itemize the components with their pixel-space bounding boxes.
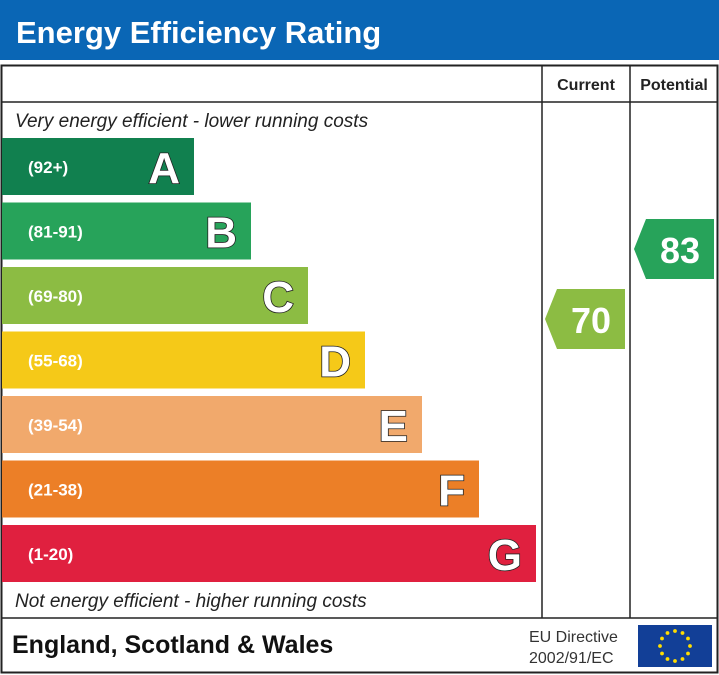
column-header-potential: Potential <box>640 77 708 94</box>
band-range: (21-38) <box>28 481 83 500</box>
band-bar-b <box>2 202 251 260</box>
band-range: (81-91) <box>28 223 83 242</box>
bottom-note: Not energy efficient - higher running co… <box>15 591 367 612</box>
star-icon <box>665 657 670 661</box>
star-icon <box>665 631 670 635</box>
band-bar-a <box>2 138 194 195</box>
band-bar-e <box>2 396 422 453</box>
band-letter: C <box>262 273 294 322</box>
eu-flag-icon <box>638 625 712 667</box>
region-label: England, Scotland & Wales <box>12 631 333 659</box>
band-letter: G <box>488 531 522 580</box>
potential-rating-value: 83 <box>660 230 700 271</box>
band-range: (55-68) <box>28 352 83 371</box>
frame <box>0 64 719 674</box>
band-range: (69-80) <box>28 287 83 306</box>
band-letter: B <box>205 209 237 258</box>
band-range: (92+) <box>28 158 68 177</box>
potential-rating-arrow <box>634 219 714 279</box>
band-bar-g <box>2 525 536 582</box>
band-letter: D <box>319 338 351 387</box>
star-icon <box>680 631 685 635</box>
star-icon <box>686 636 690 641</box>
star-icon <box>688 644 692 648</box>
band-letter: F <box>438 467 465 516</box>
eu-directive-line1: EU Directive <box>529 629 618 646</box>
star-icon <box>658 644 662 648</box>
band-letter: E <box>379 402 408 451</box>
band-range: (39-54) <box>28 416 83 435</box>
column-header-current: Current <box>557 77 615 94</box>
star-icon <box>660 636 664 641</box>
star-icon <box>686 651 690 656</box>
star-icon <box>673 659 677 663</box>
star-icon <box>673 629 677 633</box>
chart-title: Energy Efficiency Rating <box>16 15 381 50</box>
current-rating-value: 70 <box>571 300 611 341</box>
current-rating-arrow <box>545 289 625 349</box>
band-letter: A <box>148 144 180 193</box>
top-note: Very energy efficient - lower running co… <box>15 111 369 132</box>
band-bar-f <box>2 460 479 518</box>
star-icon <box>660 651 664 656</box>
band-bar-c <box>2 267 308 324</box>
band-bar-d <box>2 331 365 389</box>
title-bar <box>0 0 719 60</box>
star-icon <box>680 657 685 661</box>
band-range: (1-20) <box>28 545 73 564</box>
eu-directive-line2: 2002/91/EC <box>529 650 614 667</box>
